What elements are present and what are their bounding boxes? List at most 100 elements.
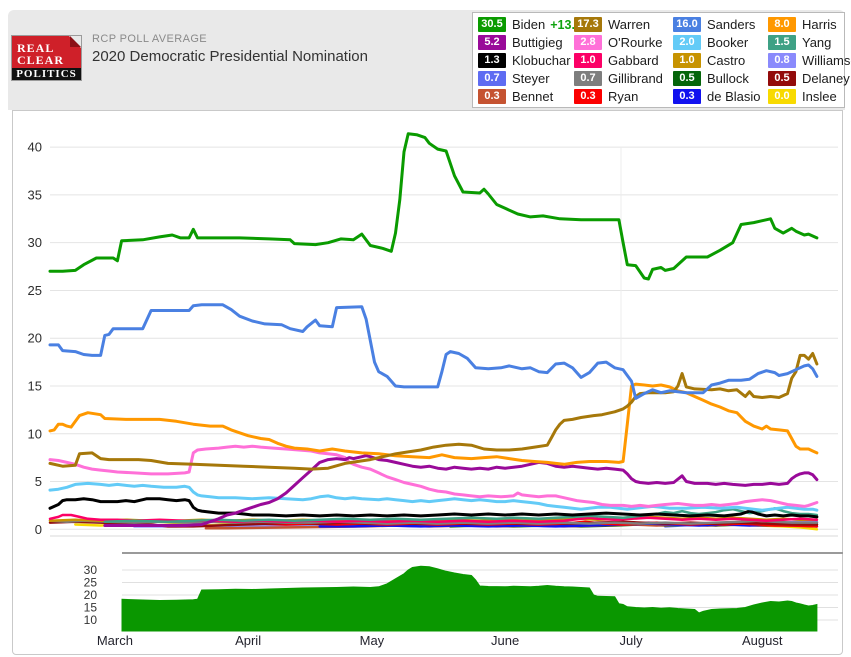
logo-word-politics: POLITICS [11, 68, 82, 81]
y-axis-label: 30 [28, 235, 42, 250]
page-title: 2020 Democratic Presidential Nomination [92, 48, 368, 65]
legend-spread-value: +13.2 [550, 17, 582, 32]
legend-swatch-yang: 1.5 [768, 35, 796, 51]
navigator-area[interactable] [121, 565, 818, 632]
legend-swatch-klobuchar: 1.3 [478, 52, 506, 68]
x-axis-month-label: August [742, 633, 783, 648]
poll-average-kicker: RCP POLL AVERAGE [92, 33, 208, 45]
series-line-warren [48, 352, 819, 471]
series-line-gabbard [48, 513, 819, 523]
legend-swatch-williamson: 0.8 [768, 52, 796, 68]
legend-swatch-sanders: 16.0 [673, 17, 701, 33]
legend-label: de Blasio [707, 88, 761, 104]
legend-swatch-bullock: 0.5 [673, 70, 701, 86]
chart-container [12, 110, 843, 655]
legend-swatch-warren: 17.3 [574, 17, 602, 33]
legend-item-williamson[interactable]: 0.8 Williamson [768, 52, 851, 68]
legend-item-de-blasio[interactable]: 0.3 de Blasio [673, 88, 768, 104]
navigator-axis-label: 30 [84, 563, 98, 577]
legend-label: Williamson [802, 52, 851, 68]
legend-item-yang[interactable]: 1.5 Yang [768, 35, 851, 51]
series-line-sanders [48, 303, 819, 400]
series-line-buttigieg [103, 454, 819, 527]
legend-label: Harris [802, 17, 837, 33]
y-axis-label: 15 [28, 378, 42, 393]
legend-label: Delaney [802, 70, 850, 86]
legend-label: Castro [707, 52, 746, 68]
legend-label: Gabbard [608, 52, 659, 68]
legend-label: Biden [512, 17, 546, 33]
legend-label: Yang [802, 35, 832, 51]
legend-swatch-buttigieg: 5.2 [478, 35, 506, 51]
legend-swatch-gabbard: 1.0 [574, 52, 602, 68]
x-axis-month-label: July [620, 633, 644, 648]
legend-label: Bullock [707, 70, 749, 86]
y-axis-label: 5 [35, 474, 42, 489]
rcp-logo[interactable]: REAL CLEAR POLITICS [11, 35, 82, 81]
legend-swatch-gillibrand: 0.7 [574, 70, 602, 86]
y-axis-label: 25 [28, 283, 42, 298]
legend-label: Inslee [802, 88, 837, 104]
x-axis-month-label: June [491, 633, 519, 648]
legend-label: Buttigieg [512, 35, 563, 51]
legend-item-o-rourke[interactable]: 2.8 O'Rourke [574, 35, 673, 51]
navigator-axis-label: 15 [84, 601, 98, 615]
x-axis-month-label: April [235, 633, 261, 648]
legend-item-sanders[interactable]: 16.0 Sanders [673, 17, 768, 33]
legend-item-bennet[interactable]: 0.3 Bennet [478, 88, 574, 104]
logo-word-real: REAL [17, 41, 55, 55]
legend-item-booker[interactable]: 2.0 Booker [673, 35, 768, 51]
legend-item-harris[interactable]: 8.0 Harris [768, 17, 851, 33]
navigator-axis-label: 25 [84, 576, 98, 590]
logo-fold-icon [70, 36, 81, 47]
x-axis-month-label: May [360, 633, 385, 648]
y-axis-label: 10 [28, 426, 42, 441]
legend-item-delaney[interactable]: 0.5 Delaney [768, 70, 851, 86]
legend-swatch-o-rourke: 2.8 [574, 35, 602, 51]
logo-word-clear: CLEAR [17, 53, 65, 67]
series-line-klobuchar [48, 497, 819, 519]
y-axis-label: 0 [35, 522, 42, 537]
series-line-booker [48, 481, 819, 512]
legend-item-inslee[interactable]: 0.0 Inslee [768, 88, 851, 104]
legend-swatch-delaney: 0.5 [768, 70, 796, 86]
series-line-o-rourke [48, 444, 819, 508]
legend-item-klobuchar[interactable]: 1.3 Klobuchar [478, 52, 574, 68]
legend-swatch-booker: 2.0 [673, 35, 701, 51]
legend-swatch-biden: 30.5 [478, 17, 506, 33]
legend-label: Warren [608, 17, 651, 33]
legend-item-castro[interactable]: 1.0 Castro [673, 52, 768, 68]
legend-swatch-bennet: 0.3 [478, 88, 506, 104]
legend-label: Klobuchar [512, 52, 571, 68]
legend-swatch-de-blasio: 0.3 [673, 88, 701, 104]
y-axis-label: 35 [28, 187, 42, 202]
legend-label: Bennet [512, 88, 554, 104]
x-axis-month-label: March [97, 633, 133, 648]
legend-swatch-inslee: 0.0 [768, 88, 796, 104]
navigator-axis-label: 20 [84, 588, 98, 602]
legend-item-bullock[interactable]: 0.5 Bullock [673, 70, 768, 86]
legend-item-biden[interactable]: 30.5 Biden +13.2 [478, 17, 582, 33]
legend-item-warren[interactable]: 17.3 Warren [574, 17, 673, 33]
legend-label: Sanders [707, 17, 756, 33]
y-axis-label: 40 [28, 140, 42, 155]
legend-label: Ryan [608, 88, 639, 104]
legend-label: Booker [707, 35, 749, 51]
navigator-axis-label: 10 [84, 613, 98, 627]
y-axis-label: 20 [28, 331, 42, 346]
legend-swatch-castro: 1.0 [673, 52, 701, 68]
legend-item-gillibrand[interactable]: 0.7 Gillibrand [574, 70, 673, 86]
rcp-logo-red-square: REAL CLEAR [11, 35, 82, 68]
legend-swatch-steyer: 0.7 [478, 70, 506, 86]
series-line-harris [48, 382, 819, 466]
series-line-biden [48, 132, 819, 281]
legend-label: Steyer [512, 70, 550, 86]
legend-label: Gillibrand [608, 70, 663, 86]
legend-item-buttigieg[interactable]: 5.2 Buttigieg [478, 35, 574, 51]
legend-swatch-ryan: 0.3 [574, 88, 602, 104]
legend-item-gabbard[interactable]: 1.0 Gabbard [574, 52, 673, 68]
legend-item-ryan[interactable]: 0.3 Ryan [574, 88, 673, 104]
legend-item-steyer[interactable]: 0.7 Steyer [478, 70, 574, 86]
legend-label: O'Rourke [608, 35, 663, 51]
